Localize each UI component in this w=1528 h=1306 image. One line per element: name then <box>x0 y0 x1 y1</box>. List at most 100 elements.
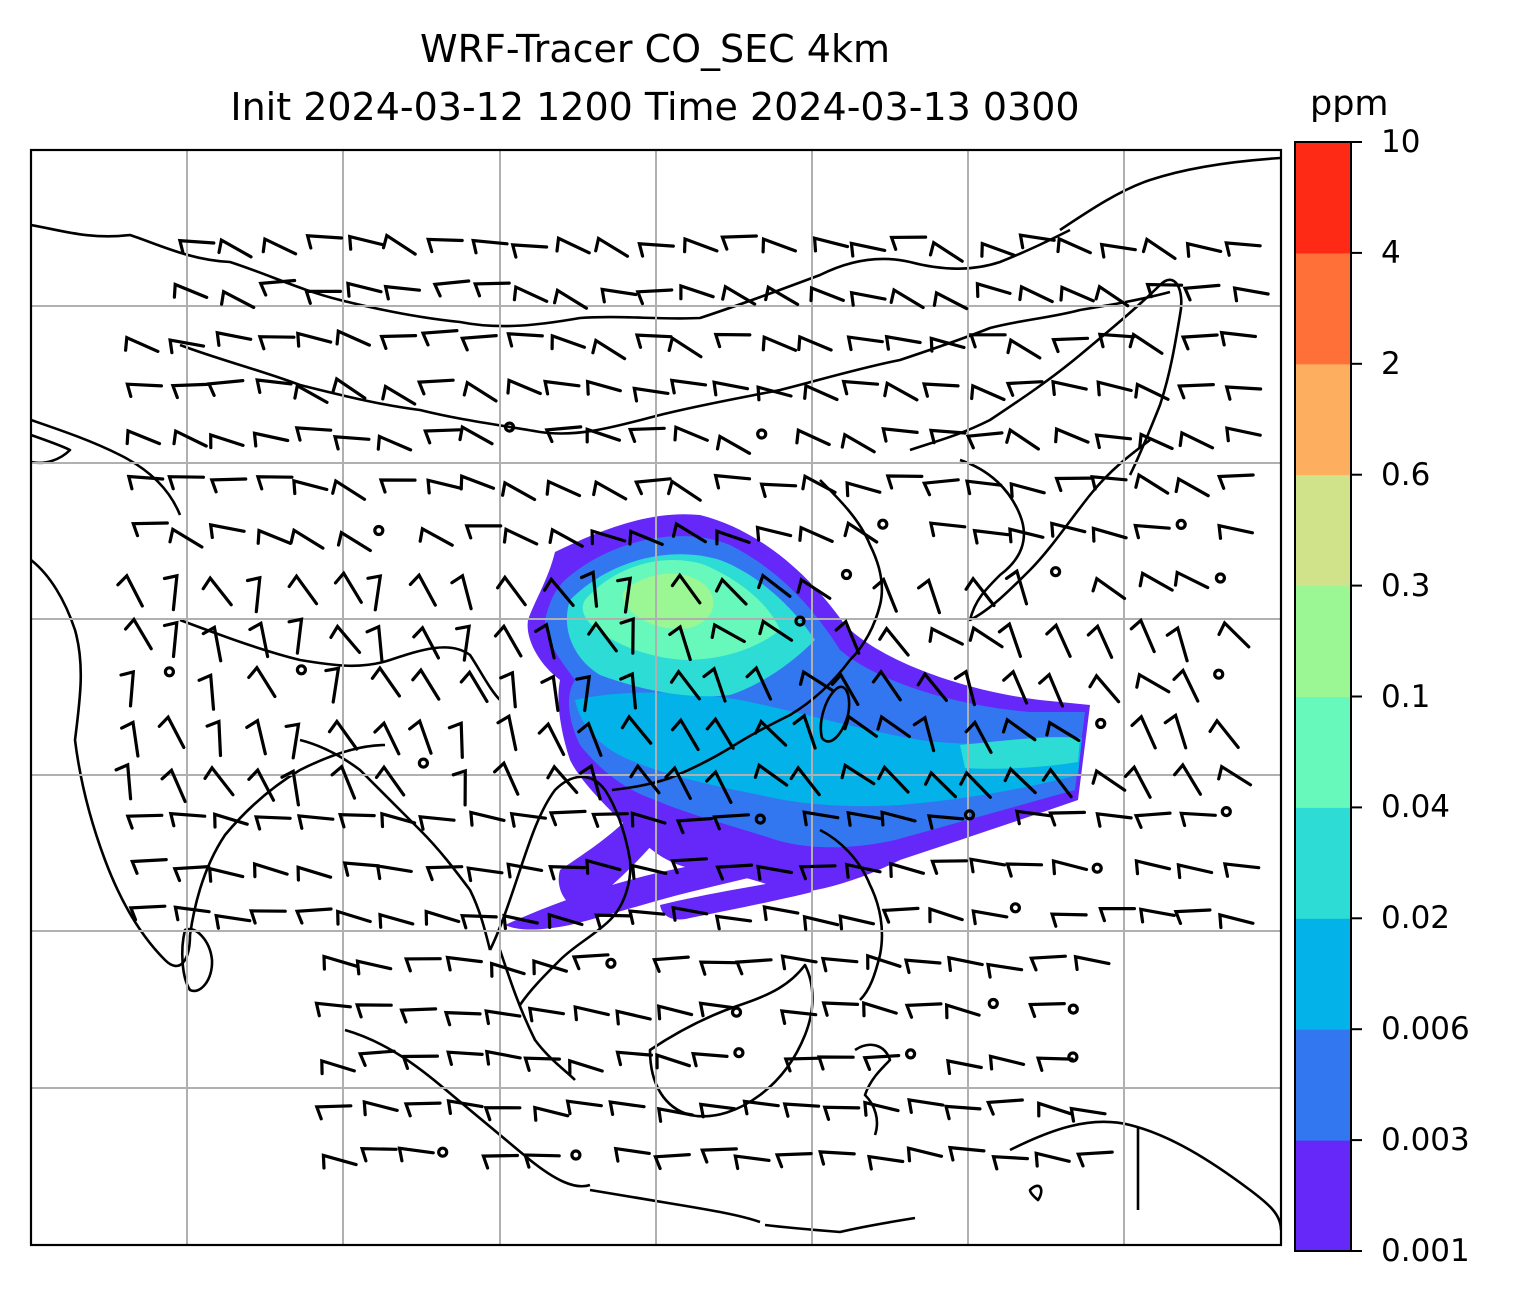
calm-wind-circle <box>754 813 766 825</box>
wind-barb <box>292 478 329 496</box>
wind-barb <box>632 386 670 403</box>
wind-barb <box>1182 283 1221 302</box>
wind-barb <box>796 577 832 600</box>
colorbar-unit: ppm <box>1310 84 1389 124</box>
wind-barb <box>1145 282 1184 299</box>
wind-barb <box>971 909 1009 926</box>
wind-barb <box>975 281 1012 298</box>
wind-barb <box>484 1009 522 1026</box>
wind-barb <box>450 573 473 611</box>
wind-barb <box>411 667 441 701</box>
wind-barb <box>878 625 910 657</box>
wind-barb <box>1133 811 1172 829</box>
wind-barb <box>451 768 467 807</box>
wind-barb <box>296 865 333 882</box>
wind-barb <box>329 623 362 654</box>
wind-barb <box>380 811 417 829</box>
wind-barb <box>964 479 1003 496</box>
wind-barb <box>862 1054 901 1071</box>
wind-barb <box>840 432 876 454</box>
colorbar-swatch <box>1295 918 1351 1030</box>
wind-barb <box>1128 331 1164 355</box>
wind-barb <box>585 858 622 875</box>
coastline-westasia <box>31 418 182 516</box>
wind-barb <box>843 714 878 738</box>
wind-barb <box>627 426 666 443</box>
wind-barb <box>1095 811 1133 828</box>
wind-barb <box>489 961 526 978</box>
wind-barb <box>656 1004 694 1021</box>
wind-barb <box>713 473 752 490</box>
wind-barb <box>844 862 882 879</box>
wind-barb <box>1216 473 1255 490</box>
wind-barb <box>170 382 209 400</box>
wind-barb <box>1090 475 1128 491</box>
wind-barb <box>125 813 164 830</box>
wind-barb <box>296 331 333 348</box>
wind-barb <box>921 478 960 497</box>
wind-barb <box>921 382 960 398</box>
wind-barb <box>459 334 498 352</box>
wind-barb <box>314 1001 352 1018</box>
wind-barb <box>1178 430 1215 450</box>
wind-barb <box>673 424 709 442</box>
wind-barb <box>867 1154 905 1171</box>
wind-barb <box>255 378 293 394</box>
wind-barb <box>655 1052 691 1070</box>
wind-barb <box>466 866 504 883</box>
wind-barb <box>168 526 204 549</box>
wind-barb <box>889 287 925 310</box>
wind-barb <box>1037 1101 1073 1118</box>
wind-barb <box>1173 762 1202 796</box>
colorbar-swatch <box>1295 1029 1351 1141</box>
wind-barb <box>928 428 967 445</box>
wind-barb <box>157 714 186 749</box>
wind-barb <box>980 241 1016 258</box>
wind-barb <box>1086 623 1114 659</box>
wind-barb <box>838 914 875 931</box>
wind-barb <box>459 473 496 491</box>
wind-barb <box>247 664 277 699</box>
wind-barb <box>1123 764 1152 799</box>
wind-barb <box>248 620 270 659</box>
wind-barb <box>1045 622 1072 658</box>
wind-barb <box>876 714 911 739</box>
calm-wind-circle <box>1091 862 1103 874</box>
wind-barb <box>656 1106 694 1123</box>
wind-barb <box>881 426 919 443</box>
wind-barb <box>880 810 917 827</box>
wind-barb <box>670 717 700 752</box>
wind-barb <box>256 528 293 545</box>
wind-barb <box>425 865 464 882</box>
wind-barb <box>534 622 556 660</box>
wind-barb <box>972 528 1010 545</box>
wind-barb <box>205 719 223 758</box>
wind-barb <box>1134 858 1172 876</box>
wind-barb <box>947 955 984 972</box>
wind-barb <box>493 623 523 658</box>
wind-barb <box>547 912 584 929</box>
wind-barb <box>378 478 417 494</box>
wind-barb <box>1134 382 1170 401</box>
wind-barb <box>1038 672 1064 708</box>
wind-barb <box>965 431 1004 450</box>
wind-barb <box>872 576 898 613</box>
coastline-indochina <box>488 775 632 1006</box>
wind-barb <box>126 474 165 491</box>
wind-barb <box>877 764 910 794</box>
wind-barb <box>753 762 789 787</box>
colorbar-swatch <box>1295 807 1351 919</box>
wind-barb <box>1224 241 1262 257</box>
wind-barb <box>1232 286 1270 303</box>
wind-barb <box>759 482 798 498</box>
wind-barb <box>455 624 471 662</box>
wind-barb <box>397 1146 435 1163</box>
wind-barb <box>761 236 797 254</box>
wind-barb <box>248 909 287 925</box>
wind-barb <box>333 570 363 604</box>
wind-barb <box>628 529 664 546</box>
wind-barb <box>849 241 887 258</box>
wind-barb <box>416 378 455 396</box>
wind-barb <box>667 335 703 359</box>
wind-barb <box>671 521 707 544</box>
